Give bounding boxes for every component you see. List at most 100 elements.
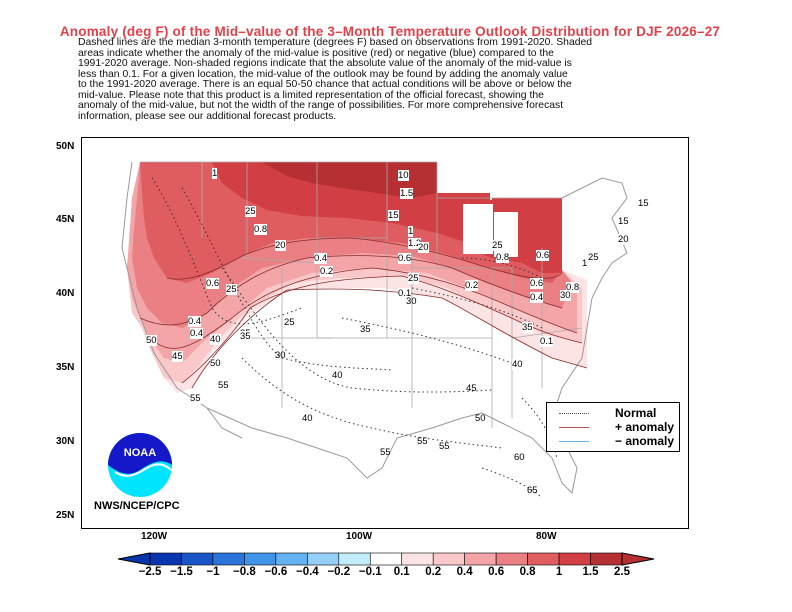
colorbar-tick-label: −0.4 [295,566,319,578]
colorbar-tick-label: 1 [555,566,563,578]
coastline [121,161,628,495]
contour-label: 25 [492,240,503,251]
legend-positive-label: + anomaly [615,420,675,434]
normal-label: 25 [284,317,295,328]
contour-label: 20 [618,234,629,245]
normal-label: 55 [417,436,428,447]
normal-label: 60 [514,452,525,463]
normal-label: 35 [360,324,371,335]
map-legend: Normal + anomaly − anomaly [546,402,680,452]
noaa-logo: NOAA [108,433,172,497]
map-description: Dashed lines are the median 3-month temp… [78,37,593,122]
lon-label-120w: 120W [141,531,168,542]
lat-label-35n: 35N [56,362,75,373]
colorbar-tick-label: −1.5 [170,566,193,578]
contour-label: 55 [190,393,201,404]
contour-label: 55 [218,380,229,391]
contour-label: 40 [512,359,523,370]
contour-label: 25 [588,252,599,263]
contour-label: 1 [582,258,588,269]
contour-label: 0.8 [254,224,268,235]
normal-label: 30 [275,350,286,361]
contour-label: 0.4 [530,292,544,303]
normal-contours [151,177,558,499]
lon-label-100w: 100W [346,531,373,542]
contour-label: 0.4 [188,316,202,327]
colorbar-tick-label: 1.5 [582,566,599,578]
contour-label: 25 [226,284,237,295]
normal-label: 65 [527,485,538,496]
legend-negative: − anomaly [555,434,679,448]
colorbar-swatches [149,552,623,566]
contour-label: 20 [418,242,429,253]
contour-label: 1 [408,226,414,237]
colorbar-right-arrow [621,552,655,566]
colorbar-tick-label: −0.6 [264,566,288,578]
contour-label: 0.8 [496,252,510,263]
contour-label: 0.2 [320,266,334,277]
contour-label: 0.8 [566,282,580,293]
colorbar-swatch [307,552,340,566]
colorbar-left-arrow [117,552,151,566]
legend-positive: + anomaly [555,420,679,434]
colorbar-tick-label: −0.1 [358,566,382,578]
legend-normal-swatch [559,413,589,414]
contour-label: 35 [240,331,251,342]
colorbar-swatch [275,552,308,566]
noaa-logo-text: NOAA [124,447,156,459]
agency-label: NWS/NCEP/CPC [94,500,180,512]
colorbar-tick-label: 2.5 [614,566,630,578]
normal-label: 40 [302,413,313,424]
colorbar-tick-label: 0.6 [488,566,505,578]
colorbar-tick-label: −1 [206,566,220,578]
normal-label: 45 [466,383,477,394]
legend-negative-swatch [559,441,589,442]
lat-label-25n: 25N [56,510,75,521]
lat-label-50n: 50N [56,141,75,152]
lon-label-80w: 80W [536,531,557,542]
lat-label-40n: 40N [56,288,75,299]
contour-label: 30 [560,290,571,301]
colorbar-swatch [369,552,403,566]
colorbar-tick-label: 0.4 [456,566,473,578]
contour-label: 50 [210,358,221,369]
contour-label: 50 [146,335,157,346]
colorbar-tick-label: −0.2 [327,566,351,578]
legend-negative-label: − anomaly [615,434,675,448]
contour-label: 0.6 [398,253,412,264]
colorbar-tick-label: −2.5 [138,566,162,578]
contour-label: 0.4 [314,253,328,264]
map-title: Anomaly (deg F) of the Mid–value of the … [59,24,721,39]
normal-label: 40 [332,370,343,381]
colorbar-swatch [527,552,560,566]
contour-label: 0.4 [190,328,204,339]
colorbar-swatch [558,552,591,566]
colorbar-swatch [590,552,623,566]
colorbar-swatch [181,552,214,566]
colorbar-swatch [212,552,245,566]
contour-label: 10 [398,170,409,181]
legend-positive-swatch [559,427,589,428]
colorbar-swatch [432,552,465,566]
normal-label: 50 [475,413,486,424]
colorbar-swatch [338,552,371,566]
colorbar-swatch [401,552,434,566]
contour-label: 15 [638,198,649,209]
contour-label: 1.5 [400,188,414,199]
normal-label: 30 [406,296,417,307]
colorbar-swatch [495,552,528,566]
contour-label: 25 [408,273,419,284]
legend-normal: Normal [555,406,679,420]
colorbar-swatch [149,552,182,566]
contour-label: 0.6 [206,278,220,289]
lat-label-45n: 45N [56,214,75,225]
colorbar-tick-label: 0.1 [393,566,410,578]
colorbar-swatch [464,552,497,566]
band-1.5 [262,162,437,198]
colorbar-swatch [244,552,277,566]
contour-label: 0.6 [530,278,544,289]
map-panel: 1 10 1.5 25 15 0.8 20 1 1.2 20 0.6 0.4 0… [81,137,689,529]
colorbar-tick-label: 0.2 [425,566,442,578]
contour-label: 1 [212,168,218,179]
anomaly-map [121,161,628,499]
